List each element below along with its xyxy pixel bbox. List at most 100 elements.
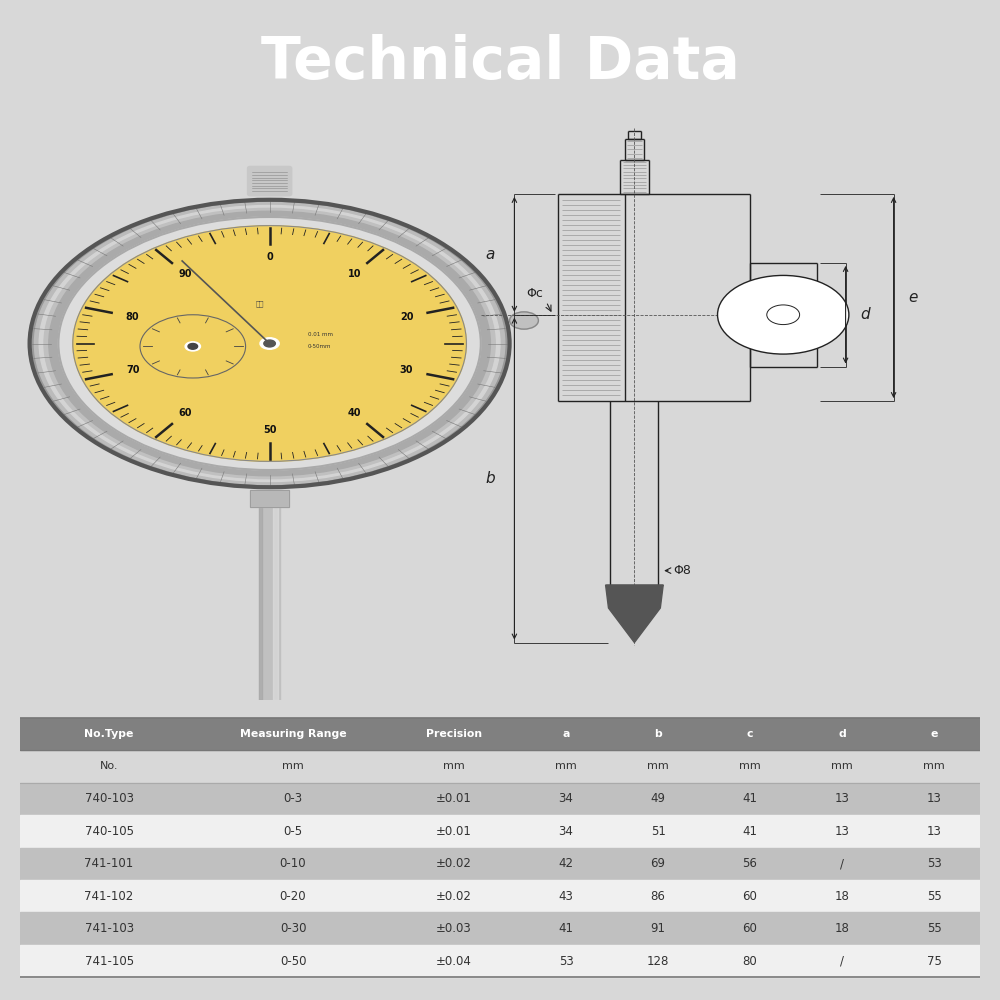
Text: 49: 49 bbox=[651, 792, 666, 805]
Text: 0-10: 0-10 bbox=[280, 857, 306, 870]
Text: 41: 41 bbox=[743, 825, 758, 838]
Text: 0-20: 0-20 bbox=[280, 890, 306, 903]
Text: 40: 40 bbox=[347, 408, 361, 418]
Text: 80: 80 bbox=[126, 312, 139, 322]
Polygon shape bbox=[259, 706, 280, 775]
Circle shape bbox=[73, 226, 466, 461]
Text: 53: 53 bbox=[559, 955, 573, 968]
Text: 741-103: 741-103 bbox=[85, 922, 134, 935]
Text: 741-105: 741-105 bbox=[85, 955, 134, 968]
Text: 34: 34 bbox=[559, 792, 574, 805]
Text: ±0.02: ±0.02 bbox=[436, 857, 472, 870]
Text: 13: 13 bbox=[927, 825, 941, 838]
FancyBboxPatch shape bbox=[20, 783, 980, 815]
Text: 0.01 mm: 0.01 mm bbox=[308, 332, 333, 337]
Text: 18: 18 bbox=[835, 890, 849, 903]
Circle shape bbox=[34, 203, 505, 484]
Text: 0-5: 0-5 bbox=[283, 825, 303, 838]
Text: d: d bbox=[838, 729, 846, 739]
Text: Precision: Precision bbox=[426, 729, 482, 739]
Text: Φ8: Φ8 bbox=[673, 564, 691, 577]
Text: e: e bbox=[930, 729, 938, 739]
Bar bbox=[259, 490, 280, 706]
FancyBboxPatch shape bbox=[20, 880, 980, 912]
Text: 53: 53 bbox=[927, 857, 941, 870]
Bar bbox=[259, 496, 262, 700]
Text: 30: 30 bbox=[400, 365, 413, 375]
FancyBboxPatch shape bbox=[20, 945, 980, 977]
Text: 90: 90 bbox=[178, 269, 192, 279]
Text: 0-3: 0-3 bbox=[283, 792, 303, 805]
Bar bbox=[250, 490, 289, 507]
Text: c: c bbox=[747, 729, 753, 739]
Circle shape bbox=[260, 338, 279, 349]
Text: 75: 75 bbox=[927, 955, 941, 968]
Text: 740-105: 740-105 bbox=[85, 825, 134, 838]
Text: 42: 42 bbox=[559, 857, 574, 870]
Text: b: b bbox=[654, 729, 662, 739]
Bar bbox=[273, 496, 278, 700]
Text: 10: 10 bbox=[347, 269, 361, 279]
Text: 43: 43 bbox=[559, 890, 574, 903]
Text: 41: 41 bbox=[743, 792, 758, 805]
Text: mm: mm bbox=[443, 761, 465, 771]
Text: mm: mm bbox=[282, 761, 304, 771]
Text: 51: 51 bbox=[651, 825, 666, 838]
Circle shape bbox=[188, 344, 198, 349]
Circle shape bbox=[58, 217, 481, 470]
Text: 55: 55 bbox=[927, 890, 941, 903]
Text: mm: mm bbox=[923, 761, 945, 771]
Text: e: e bbox=[908, 290, 917, 305]
Text: 91: 91 bbox=[651, 922, 666, 935]
Text: 0-30: 0-30 bbox=[280, 922, 306, 935]
Text: ±0.01: ±0.01 bbox=[436, 825, 472, 838]
Circle shape bbox=[39, 206, 500, 482]
FancyBboxPatch shape bbox=[20, 912, 980, 945]
Text: 13: 13 bbox=[835, 825, 849, 838]
Text: mm: mm bbox=[555, 761, 577, 771]
Circle shape bbox=[44, 208, 495, 479]
Text: b: b bbox=[486, 471, 495, 486]
Text: 13: 13 bbox=[835, 792, 849, 805]
Circle shape bbox=[767, 305, 800, 325]
Circle shape bbox=[264, 340, 275, 347]
Circle shape bbox=[49, 211, 490, 476]
Text: 0: 0 bbox=[266, 252, 273, 262]
Text: Technical Data: Technical Data bbox=[261, 34, 739, 91]
Circle shape bbox=[510, 312, 538, 329]
Text: 741-101: 741-101 bbox=[84, 857, 134, 870]
Text: /: / bbox=[840, 857, 844, 870]
Text: 34: 34 bbox=[559, 825, 574, 838]
Text: 0-50mm: 0-50mm bbox=[308, 344, 332, 349]
Text: 18: 18 bbox=[835, 922, 849, 935]
Bar bbox=[250, 490, 289, 507]
Text: a: a bbox=[486, 247, 495, 262]
Text: 56: 56 bbox=[743, 857, 757, 870]
Text: 恒量: 恒量 bbox=[256, 300, 264, 307]
Text: d: d bbox=[860, 307, 870, 322]
Text: 20: 20 bbox=[400, 312, 413, 322]
Circle shape bbox=[140, 315, 246, 378]
Text: ±0.04: ±0.04 bbox=[436, 955, 472, 968]
Text: 740-103: 740-103 bbox=[85, 792, 134, 805]
Polygon shape bbox=[266, 752, 273, 780]
Circle shape bbox=[185, 342, 200, 351]
Text: 86: 86 bbox=[651, 890, 666, 903]
Text: Measuring Range: Measuring Range bbox=[240, 729, 346, 739]
Text: 60: 60 bbox=[743, 922, 757, 935]
Text: 70: 70 bbox=[126, 365, 139, 375]
Text: 60: 60 bbox=[178, 408, 192, 418]
Circle shape bbox=[30, 200, 510, 487]
Text: No.Type: No.Type bbox=[84, 729, 134, 739]
Text: No.: No. bbox=[100, 761, 118, 771]
Text: ±0.01: ±0.01 bbox=[436, 792, 472, 805]
Text: 69: 69 bbox=[651, 857, 666, 870]
Circle shape bbox=[718, 275, 849, 354]
Text: 13: 13 bbox=[927, 792, 941, 805]
Text: mm: mm bbox=[831, 761, 853, 771]
FancyBboxPatch shape bbox=[20, 848, 980, 880]
Text: ±0.03: ±0.03 bbox=[436, 922, 472, 935]
Text: Φc: Φc bbox=[526, 287, 543, 300]
FancyBboxPatch shape bbox=[248, 166, 292, 196]
FancyBboxPatch shape bbox=[20, 718, 980, 750]
